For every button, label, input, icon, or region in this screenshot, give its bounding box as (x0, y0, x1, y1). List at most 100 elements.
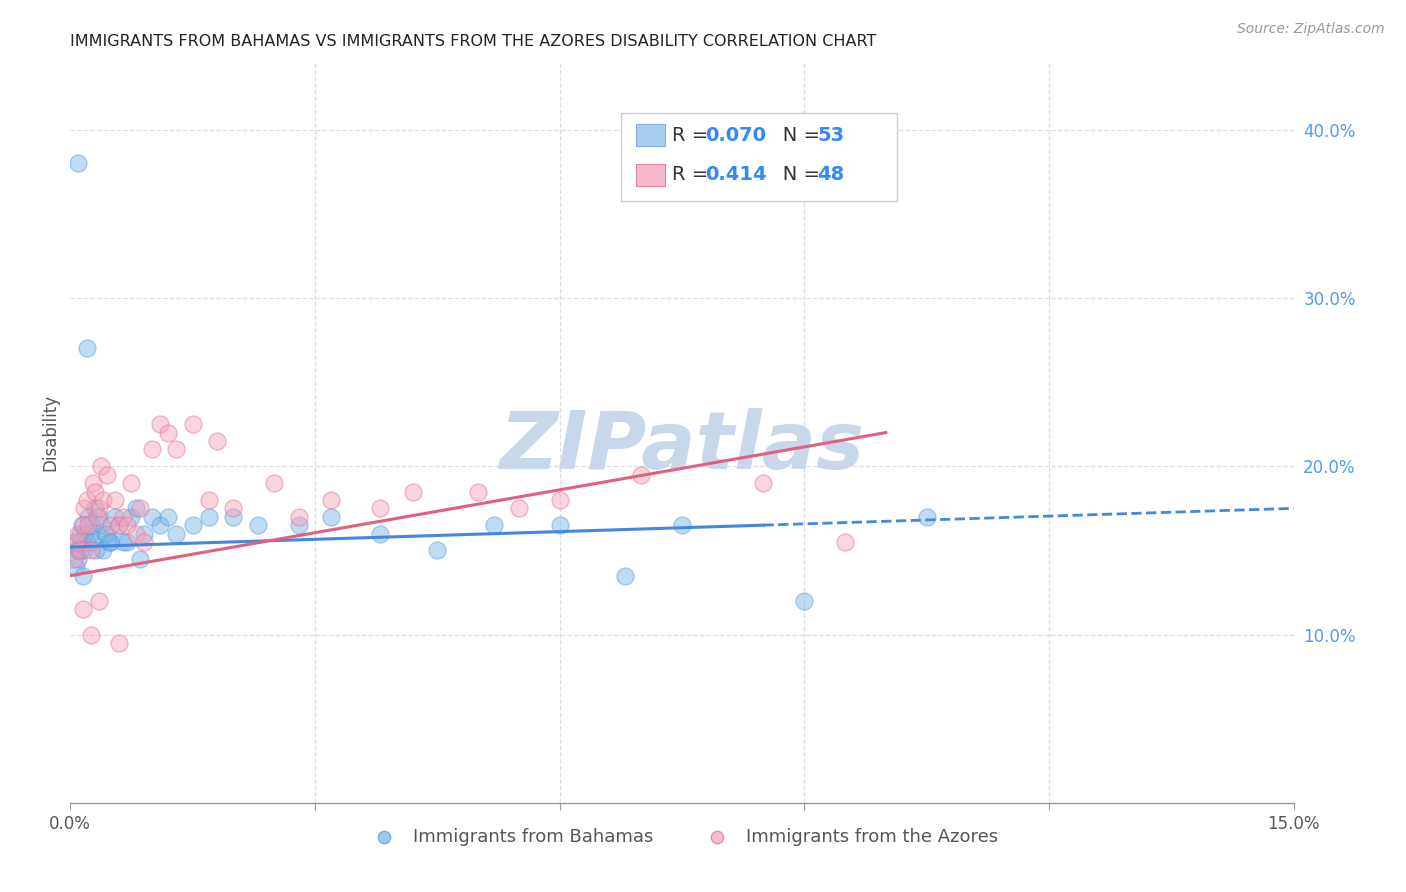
Point (321, 509, 343, 524)
Point (96, 467, 118, 482)
Point (87, 594, 110, 608)
Point (165, 526, 187, 541)
Point (368, 501, 391, 516)
Point (205, 434, 228, 448)
Point (508, 501, 530, 516)
Point (426, 543, 449, 558)
Point (548, 518, 571, 533)
Point (63, 551, 86, 566)
Point (321, 492, 343, 507)
Point (104, 509, 127, 524)
Point (287, 518, 309, 533)
Point (915, 509, 938, 524)
Point (72, 602, 94, 616)
Text: N =: N = (763, 126, 827, 145)
Point (70, 518, 93, 533)
Text: IMMIGRANTS FROM BAHAMAS VS IMMIGRANTS FROM THE AZORES DISABILITY CORRELATION CHA: IMMIGRANTS FROM BAHAMAS VS IMMIGRANTS FR… (70, 34, 877, 49)
Point (752, 476, 775, 491)
Text: 53: 53 (817, 126, 845, 145)
Point (83, 501, 105, 516)
Point (402, 484, 425, 499)
Point (630, 467, 652, 482)
Point (91, 543, 114, 558)
Point (128, 501, 150, 516)
Y-axis label: Disability: Disability (41, 394, 59, 471)
Point (90, 459, 112, 474)
Point (100, 535, 122, 549)
Point (72, 518, 94, 533)
Text: R =: R = (672, 126, 714, 145)
Point (73, 526, 96, 541)
Point (128, 551, 150, 566)
Point (121, 509, 143, 524)
Point (66, 535, 89, 549)
Point (76, 492, 98, 507)
Point (141, 442, 163, 457)
Point (98, 535, 121, 549)
Point (124, 526, 146, 541)
Point (69, 543, 91, 558)
Point (222, 509, 245, 524)
Point (76, 342, 98, 356)
Point (67, 526, 90, 541)
Point (132, 535, 155, 549)
Point (222, 501, 245, 516)
Point (108, 518, 131, 533)
Point (141, 509, 163, 524)
Point (66, 551, 89, 566)
Point (181, 417, 204, 432)
Text: 0.414: 0.414 (704, 165, 766, 184)
Point (548, 492, 571, 507)
Text: R =: R = (672, 165, 714, 184)
Point (73, 543, 96, 558)
Text: 48: 48 (817, 165, 845, 184)
Text: ZIPatlas: ZIPatlas (499, 409, 865, 486)
Point (82, 535, 104, 549)
Point (246, 518, 269, 533)
Point (66, 543, 89, 558)
Point (157, 509, 180, 524)
Point (83, 484, 105, 499)
Point (157, 425, 180, 440)
Point (79, 627, 103, 641)
Point (100, 518, 122, 533)
Point (198, 509, 221, 524)
Point (104, 492, 127, 507)
Point (467, 484, 489, 499)
Point (112, 535, 135, 549)
Point (368, 526, 391, 541)
Point (121, 476, 143, 491)
Point (112, 509, 135, 524)
Point (198, 492, 221, 507)
Point (86, 543, 108, 558)
Point (613, 568, 636, 582)
Point (67, 156, 90, 170)
Point (132, 526, 155, 541)
Point (65, 560, 87, 574)
Point (108, 636, 131, 650)
Point (165, 442, 187, 457)
Point (93, 526, 115, 541)
Point (79, 518, 103, 533)
Point (73, 501, 96, 516)
Point (90, 518, 112, 533)
Point (63, 535, 86, 549)
Point (86, 509, 108, 524)
Point (70, 535, 93, 549)
Text: 0.070: 0.070 (704, 126, 766, 145)
Point (72, 568, 94, 582)
Point (287, 509, 309, 524)
Point (484, 518, 506, 533)
Point (77, 518, 100, 533)
Point (124, 501, 146, 516)
Point (69, 526, 91, 541)
Point (181, 518, 204, 533)
Point (91, 492, 114, 507)
Point (149, 417, 172, 432)
Point (82, 476, 104, 491)
Point (108, 518, 131, 533)
Text: N =: N = (763, 165, 827, 184)
Point (87, 501, 110, 516)
Point (77, 509, 100, 524)
Point (96, 526, 118, 541)
